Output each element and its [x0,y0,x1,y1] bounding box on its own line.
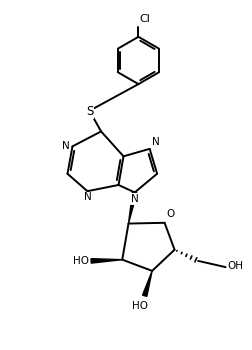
Text: N: N [83,193,91,202]
Text: N: N [152,137,160,147]
Polygon shape [91,259,122,263]
Polygon shape [129,192,137,224]
Text: OH: OH [228,261,244,271]
Text: Cl: Cl [140,14,151,25]
Polygon shape [143,271,152,296]
Text: S: S [86,105,93,118]
Text: O: O [167,209,175,219]
Text: N: N [131,194,139,204]
Text: HO: HO [132,301,148,311]
Text: HO: HO [73,256,89,266]
Text: N: N [62,141,70,151]
